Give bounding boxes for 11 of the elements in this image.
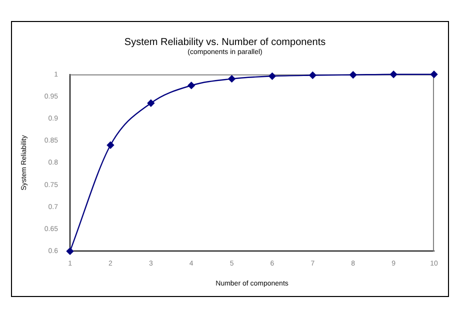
point (66, 248, 74, 255)
point (390, 70, 398, 78)
point (228, 75, 236, 82)
point (268, 72, 276, 80)
chart-title: System Reliability vs. Number of components (124, 36, 326, 48)
point (147, 100, 155, 107)
point (309, 72, 316, 79)
point (350, 71, 357, 78)
point (430, 70, 438, 78)
point (106, 142, 114, 149)
point (188, 82, 195, 90)
